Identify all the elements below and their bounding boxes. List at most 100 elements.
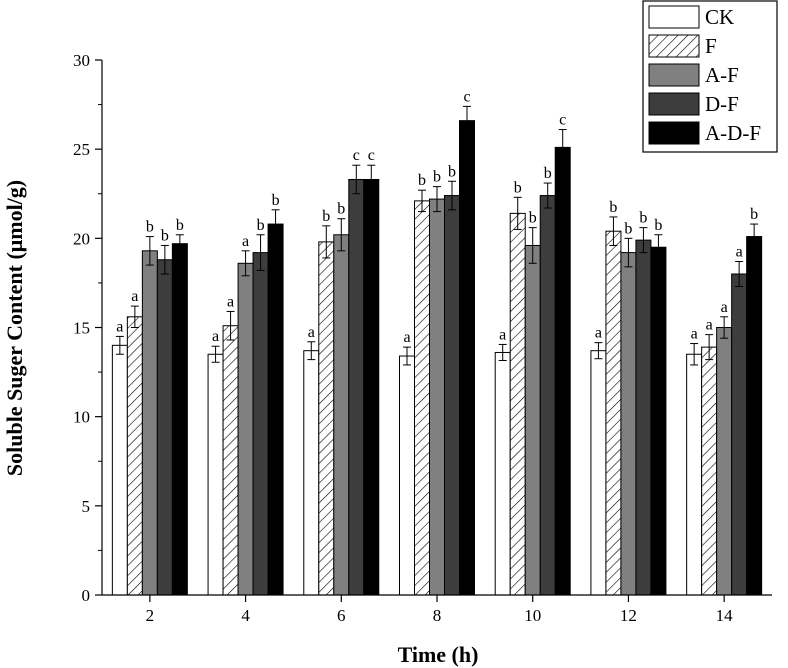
bar	[539, 195, 556, 596]
bar	[267, 223, 284, 596]
significance-letter: b	[654, 217, 662, 234]
significance-letter: b	[609, 199, 617, 216]
legend-label: A-F	[705, 63, 739, 87]
y-tick-label: 5	[82, 497, 91, 516]
significance-letter: c	[353, 147, 360, 164]
legend-label: CK	[705, 5, 734, 29]
significance-letter: b	[161, 227, 169, 244]
bar	[207, 353, 224, 596]
significance-letter: a	[308, 324, 315, 341]
bar	[303, 350, 320, 596]
bar	[171, 243, 188, 596]
bar	[716, 327, 733, 596]
legend: CK F A-F D-F A-D-F	[642, 0, 778, 153]
x-tick-label: 12	[620, 606, 637, 625]
bar	[731, 273, 748, 596]
significance-letter: a	[131, 288, 138, 305]
y-tick-label: 10	[73, 408, 90, 427]
legend-swatch	[648, 121, 700, 145]
bar	[126, 316, 143, 596]
bar	[554, 146, 571, 596]
y-tick-label: 20	[73, 229, 90, 248]
x-tick-label: 2	[146, 606, 155, 625]
axes: 0 5 10 15 20 25 30 2 4 6 8 10 12 14	[73, 51, 772, 625]
bar	[156, 259, 173, 596]
y-tick-label: 15	[73, 319, 90, 338]
bar	[686, 353, 703, 596]
bar	[620, 252, 637, 596]
significance-letter: a	[212, 328, 219, 345]
significance-letter: b	[433, 169, 441, 186]
bar	[746, 236, 763, 596]
significance-letter: b	[418, 172, 426, 189]
significance-letter: b	[529, 210, 537, 227]
bar	[590, 350, 607, 596]
significance-letter: a	[242, 233, 249, 250]
significance-letter: b	[514, 179, 522, 196]
y-tick-label: 25	[73, 140, 90, 159]
bar	[111, 344, 128, 596]
bar	[222, 325, 239, 596]
significance-letter: b	[544, 165, 552, 182]
bar	[318, 241, 335, 596]
bar	[650, 246, 667, 596]
significance-letter: b	[176, 217, 184, 234]
bar	[252, 252, 269, 596]
legend-swatch	[648, 63, 700, 87]
bar	[333, 234, 350, 596]
significance-letter: a	[691, 326, 698, 343]
bar	[509, 212, 526, 596]
bar	[524, 244, 541, 596]
y-tick-label: 30	[73, 51, 90, 70]
significance-letter: a	[721, 299, 728, 316]
significance-letter: a	[499, 326, 506, 343]
bar	[399, 355, 415, 596]
significance-letter: b	[624, 220, 632, 237]
x-axis-title: Time (h)	[398, 642, 479, 667]
bar	[363, 178, 380, 596]
x-tick-label: 6	[337, 606, 346, 625]
legend-label: A-D-F	[705, 121, 761, 145]
bar	[494, 351, 511, 596]
significance-letter: b	[272, 192, 280, 209]
x-tick-label: 10	[524, 606, 541, 625]
legend-swatch	[648, 5, 700, 29]
significance-letter: b	[750, 206, 758, 223]
bar	[429, 198, 445, 596]
y-tick-label: 0	[82, 586, 91, 605]
significance-letter: c	[559, 112, 566, 129]
bar	[701, 346, 718, 596]
significance-letter: b	[146, 219, 154, 236]
x-tick-label: 4	[241, 606, 250, 625]
legend-swatch	[648, 34, 700, 58]
significance-letter: c	[368, 147, 375, 164]
bar	[414, 200, 430, 596]
legend-label: D-F	[705, 92, 739, 116]
bar	[459, 120, 475, 596]
bar	[444, 195, 460, 596]
bar	[605, 230, 622, 596]
y-axis-title: Soluble Suger Content (μmol/g)	[2, 180, 27, 476]
significance-letter: c	[463, 88, 470, 105]
significance-letter: a	[403, 329, 410, 346]
legend-label: F	[705, 34, 717, 58]
legend-swatch	[648, 92, 700, 116]
significance-letter: b	[639, 210, 647, 227]
significance-letter: a	[227, 293, 234, 310]
bar	[237, 262, 254, 596]
significance-letter: a	[706, 317, 713, 334]
bar	[348, 178, 365, 596]
bar	[141, 250, 158, 596]
x-tick-label: 8	[433, 606, 442, 625]
significance-letter: a	[595, 325, 602, 342]
significance-letter: a	[736, 244, 743, 261]
significance-letter: a	[116, 318, 123, 335]
significance-letter: b	[448, 163, 456, 180]
significance-letter: b	[337, 201, 345, 218]
significance-letter: b	[322, 208, 330, 225]
significance-letter: b	[257, 217, 265, 234]
bar	[635, 239, 652, 596]
x-tick-label: 14	[716, 606, 734, 625]
